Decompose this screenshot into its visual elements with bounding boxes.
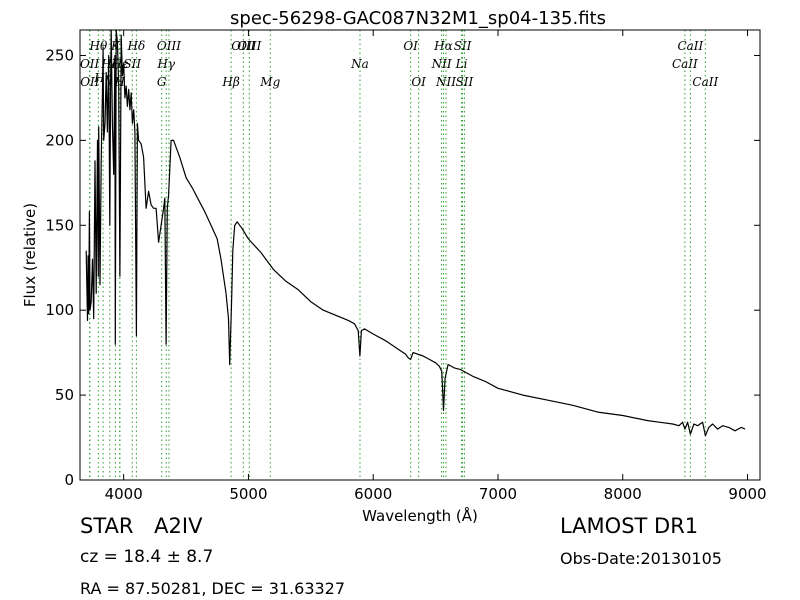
y-tick-label-200: 200 — [45, 131, 74, 149]
line-label-22: NII — [435, 75, 456, 89]
line-label-8: SII — [123, 57, 141, 71]
line-label-21: NII — [431, 57, 452, 71]
line-label-23: SII — [454, 39, 472, 53]
y-tick-label-50: 50 — [55, 386, 74, 404]
line-label-0: Hθ — [88, 39, 107, 53]
y-tick-label-250: 250 — [45, 46, 74, 64]
y-tick-label-150: 150 — [45, 216, 74, 234]
line-label-10: OIII — [157, 39, 181, 53]
line-label-16: Mg — [259, 75, 280, 89]
line-label-26: CaII — [672, 57, 698, 71]
line-label-20: Hα — [433, 39, 453, 53]
line-label-18: OI — [403, 39, 418, 53]
line-label-24: Li — [455, 57, 468, 71]
redshift-info: cz = 18.4 ± 8.7 — [80, 547, 214, 567]
line-label-1: OII — [80, 57, 100, 71]
line-label-27: CaII — [677, 39, 703, 53]
y-tick-label-0: 0 — [64, 471, 74, 489]
line-label-25: SII — [456, 75, 474, 89]
chart-title: spec-56298-GAC087N32M1_sp04-135.fits — [230, 8, 606, 29]
line-label-14: Hβ — [221, 75, 239, 89]
line-label-15: OIII — [237, 39, 261, 53]
x-tick-label-9000: 9000 — [728, 485, 766, 503]
line-label-11: Hγ — [156, 57, 175, 71]
subclass: A2IV — [154, 514, 203, 538]
observation-date: Obs-Date:20130105 — [560, 549, 722, 568]
line-label-12: G — [157, 75, 167, 89]
x-tick-label-8000: 8000 — [604, 485, 642, 503]
line-label-19: OI — [411, 75, 426, 89]
x-tick-label-7000: 7000 — [479, 485, 517, 503]
plot-frame — [79, 29, 761, 481]
x-tick-label-4000: 4000 — [105, 485, 143, 503]
y-tick-label-100: 100 — [45, 301, 74, 319]
line-label-9: Hδ — [127, 39, 146, 53]
coordinates: RA = 87.50281, DEC = 31.63327 — [80, 579, 346, 598]
survey-name: LAMOST DR1 — [560, 514, 699, 538]
line-label-2: OII — [80, 75, 100, 89]
line-label-17: Na — [350, 57, 369, 71]
series-line-0 — [85, 29, 746, 437]
spectrum-series — [85, 29, 746, 437]
x-tick-label-5000: 5000 — [229, 485, 267, 503]
x-tick-label-6000: 6000 — [354, 485, 392, 503]
line-label-28: CaII — [692, 75, 718, 89]
x-axis-label: Wavelength (Å) — [362, 506, 478, 525]
axis-ticks: 4000 5000 6000 7000 8000 9000 0 50 100 150 200 250 — [45, 30, 767, 503]
y-axis-label: Flux (relative) — [21, 203, 39, 307]
class-type: STAR — [80, 514, 134, 538]
object-class: STAR A2IV — [80, 514, 202, 538]
line-label-6: K — [110, 39, 121, 53]
